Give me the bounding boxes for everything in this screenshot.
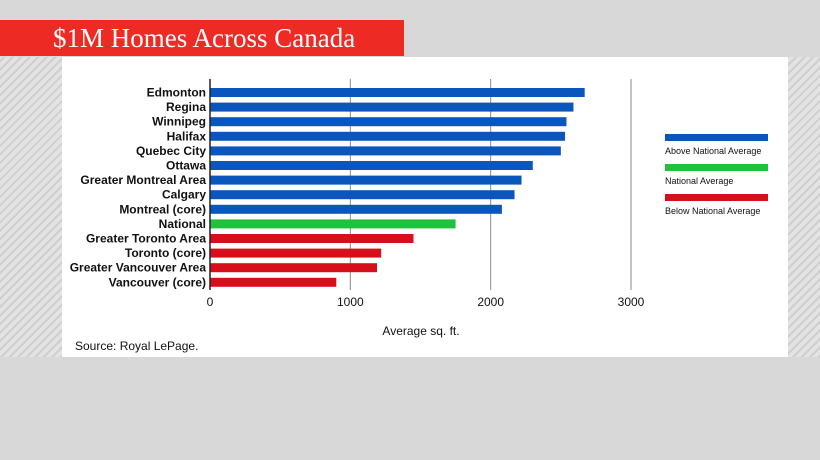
legend-label: National Average — [665, 176, 733, 186]
legend-label: Below National Average — [665, 206, 760, 216]
chart-title: $1M Homes Across Canada — [0, 20, 404, 56]
bar — [210, 175, 522, 185]
category-label: Calgary — [162, 188, 206, 202]
category-label: Montreal (core) — [119, 202, 206, 216]
category-label: Quebec City — [136, 144, 206, 158]
tick-label: 1000 — [337, 295, 364, 309]
bar — [210, 204, 502, 214]
category-label: Regina — [166, 100, 206, 114]
category-label: National — [159, 217, 206, 231]
bar — [210, 131, 566, 141]
category-label: Toronto (core) — [125, 246, 206, 260]
x-axis-label: Average sq. ft. — [382, 324, 459, 338]
tick-label: 3000 — [618, 295, 645, 309]
tick-label: 0 — [207, 295, 214, 309]
legend-swatch-below — [665, 194, 768, 201]
hatch-right — [788, 57, 820, 357]
bar — [210, 190, 515, 200]
bar — [210, 219, 456, 229]
bar — [210, 146, 561, 156]
source-note: Source: Royal LePage. — [75, 339, 199, 353]
bar — [210, 102, 574, 112]
legend-label: Above National Average — [665, 146, 761, 156]
category-label: Halifax — [167, 129, 207, 143]
bar — [210, 161, 533, 170]
bar — [210, 263, 377, 273]
bar — [210, 277, 337, 287]
category-label: Ottawa — [166, 159, 206, 173]
bar — [210, 117, 567, 127]
tick-label: 2000 — [477, 295, 504, 309]
category-label: Winnipeg — [152, 115, 206, 129]
category-label: Greater Toronto Area — [86, 232, 206, 246]
category-label: Vancouver (core) — [109, 275, 206, 289]
bar — [210, 234, 414, 243]
legend-swatch-above — [665, 134, 768, 141]
category-label: Greater Vancouver Area — [70, 261, 207, 275]
category-label: Greater Montreal Area — [80, 173, 206, 187]
legend-swatch-national — [665, 164, 768, 171]
bar — [210, 88, 585, 97]
chart-panel: Edmonton Regina Winnipeg Halifax Quebec City… — [62, 57, 788, 357]
hatch-left — [0, 57, 62, 357]
category-label: Edmonton — [147, 86, 206, 100]
bar — [210, 248, 382, 258]
